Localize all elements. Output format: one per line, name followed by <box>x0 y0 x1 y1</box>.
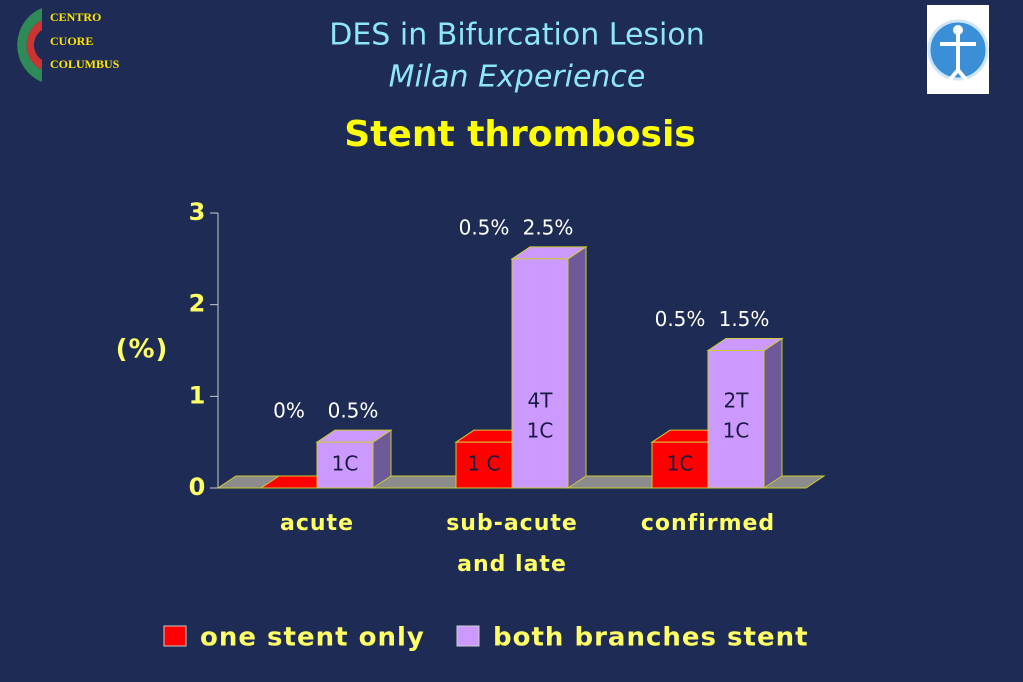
logo-figure <box>940 30 976 84</box>
bar-annotation: 1C <box>723 419 750 443</box>
legend-swatch <box>456 625 480 647</box>
value-label: 0.5% <box>459 215 510 239</box>
bar-annotation: 2T <box>724 389 750 413</box>
x-tick-label: sub-acute <box>446 511 578 536</box>
y-axis-label: (%) <box>116 335 169 365</box>
logo-arc <box>26 20 42 70</box>
title: DES in Bifurcation Lesion <box>329 18 705 53</box>
bar-annotation: 1 C <box>467 452 500 476</box>
bar <box>511 258 569 489</box>
logo-text: CENTRO <box>50 10 101 24</box>
x-tick-label: acute <box>280 511 354 536</box>
legend-swatch <box>163 625 187 647</box>
bar-annotation: 1C <box>667 452 694 476</box>
logo-text: COLUMBUS <box>50 57 120 71</box>
y-tick-label: 2 <box>189 290 206 318</box>
y-tick-label: 1 <box>189 381 206 409</box>
x-tick-label: confirmed <box>641 511 775 536</box>
bar-annotation: 1C <box>332 452 359 476</box>
heading: Stent thrombosis <box>344 114 695 155</box>
logo-head <box>953 25 963 35</box>
bar <box>707 350 765 489</box>
bar-side <box>763 337 783 489</box>
value-label: 0% <box>273 399 305 423</box>
bar <box>455 441 513 489</box>
value-label: 0.5% <box>655 307 706 331</box>
legend-label: both branches stent <box>493 623 809 653</box>
y-tick-label: 3 <box>189 198 206 226</box>
logo-text: CUORE <box>50 34 93 48</box>
y-tick-label: 0 <box>189 473 206 501</box>
subtitle: Milan Experience <box>389 60 646 95</box>
bar-annotation: 4T <box>528 389 554 413</box>
bar <box>316 441 374 489</box>
logo-arc <box>17 8 42 82</box>
bar-side <box>567 245 587 489</box>
value-label: 2.5% <box>523 215 574 239</box>
bar <box>651 441 709 489</box>
value-label: 0.5% <box>328 399 379 423</box>
x-tick-label: and late <box>457 552 567 577</box>
legend-label: one stent only <box>200 623 425 653</box>
bar-annotation: 1C <box>527 419 554 443</box>
value-label: 1.5% <box>719 307 770 331</box>
